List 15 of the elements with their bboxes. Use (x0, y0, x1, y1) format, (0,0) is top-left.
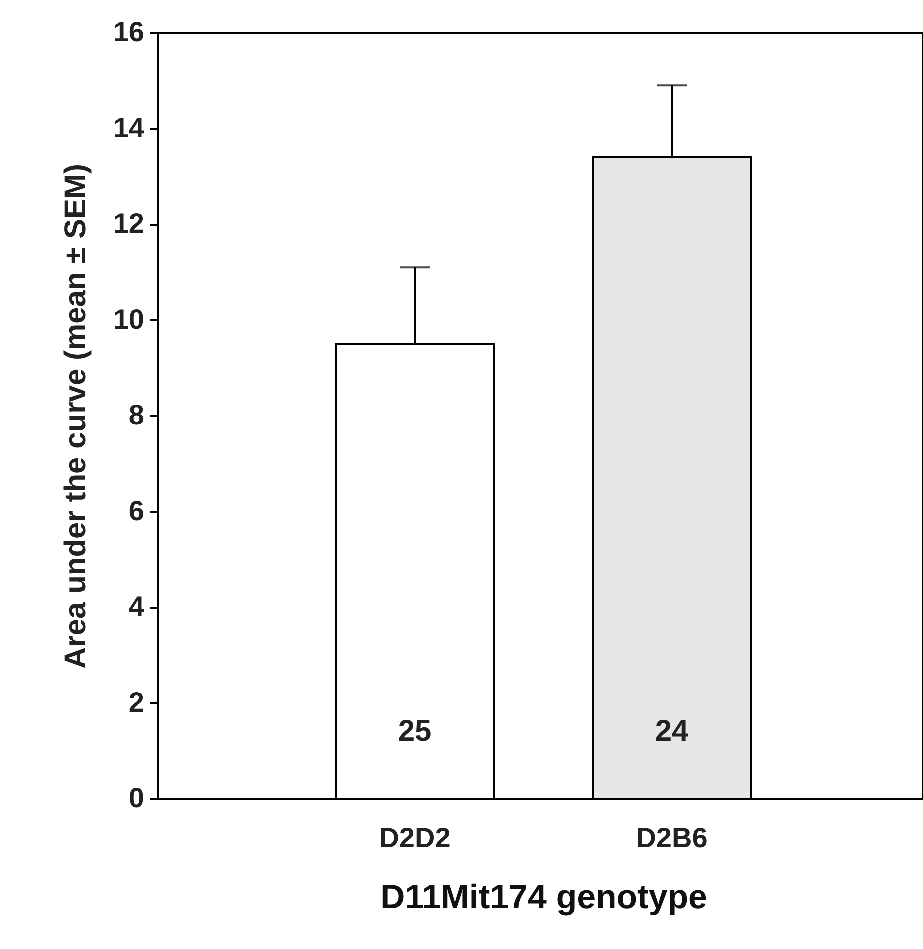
y-tick-label: 4 (128, 591, 145, 622)
y-tick-label: 2 (128, 686, 144, 718)
x-axis-title: D11Mit174 genotype (380, 878, 708, 916)
y-tick-label: 16 (113, 16, 144, 48)
annotation: 25 (398, 715, 432, 748)
y-tick-label: 10 (113, 304, 144, 335)
y-tick-label: 12 (113, 208, 144, 239)
y-tick-label: 6 (128, 495, 144, 526)
y-tick-label: 0 (128, 782, 144, 814)
y-tick-label: 14 (113, 112, 145, 144)
y-tick-label: 8 (128, 400, 144, 430)
y-axis-title: Area under the curve (mean ± SEM) (59, 164, 92, 669)
x-tick-label: D2B6 (636, 822, 708, 854)
x-tick-label: D2D2 (379, 822, 451, 854)
annotation: 24 (655, 715, 689, 748)
